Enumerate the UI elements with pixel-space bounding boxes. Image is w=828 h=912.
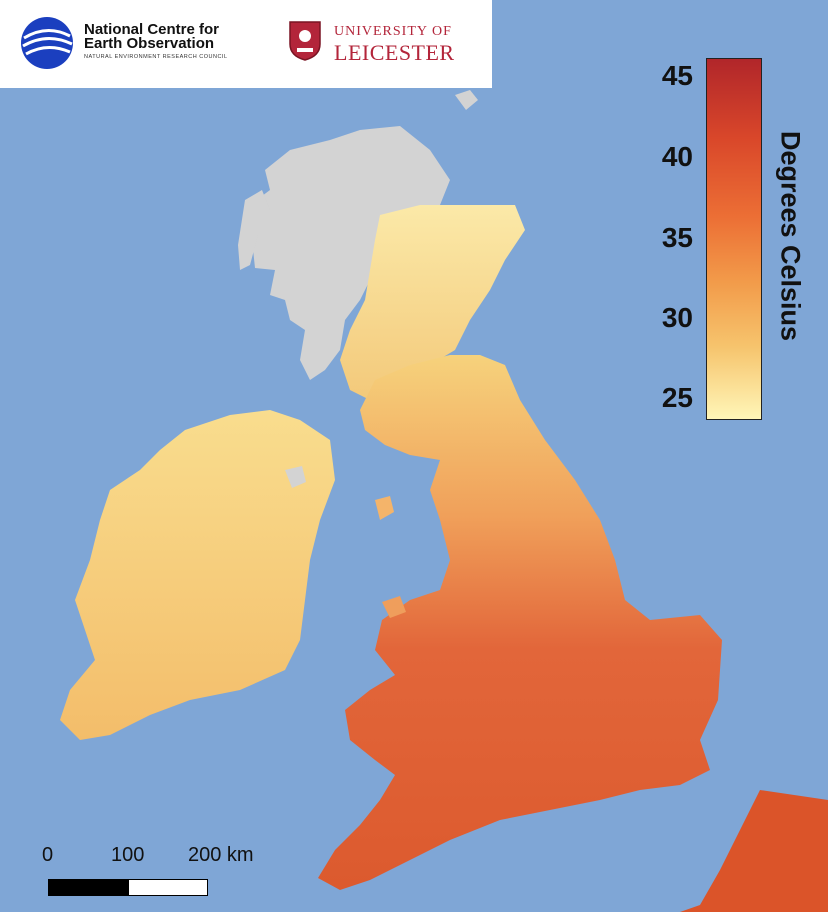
scotland-mainland — [340, 205, 525, 400]
lough-neagh — [285, 466, 306, 488]
globe-icon — [21, 17, 73, 69]
france-coast — [680, 790, 828, 912]
orkney-no-data — [455, 90, 478, 110]
scale-bar-segment-white — [128, 879, 208, 896]
scale-label-0: 0 — [42, 844, 54, 866]
logo-banner: National Centre for Earth Observation NA… — [0, 0, 492, 88]
uol-name-line1: UNIVERSITY OF — [334, 24, 452, 39]
anglesey — [382, 596, 406, 618]
nceo-name-line2: Earth Observation — [84, 35, 215, 52]
great-britain-england-wales — [318, 355, 722, 890]
legend-title: Degrees Celsius — [775, 130, 806, 342]
scotland-highlands-no-data — [250, 126, 450, 380]
scale-label-200km: 200 km — [188, 844, 254, 866]
nceo-name-line1: National Centre for — [84, 21, 220, 38]
uol-name-line2: LEICESTER — [334, 40, 455, 65]
nceo-subtitle: NATURAL ENVIRONMENT RESEARCH COUNCIL — [84, 54, 228, 60]
shield-icon — [289, 21, 321, 61]
outer-hebrides-no-data — [238, 190, 270, 270]
ireland — [60, 410, 335, 740]
scale-bar-segment-black — [48, 879, 130, 896]
nceo-logo: National Centre for Earth Observation NA… — [20, 14, 260, 72]
legend-tick-25: 25 — [661, 382, 693, 413]
legend-tick-35: 35 — [661, 222, 693, 253]
isle-of-man — [375, 496, 394, 520]
university-of-leicester-logo: UNIVERSITY OF LEICESTER — [288, 18, 478, 68]
scale-label-100: 100 — [111, 844, 145, 866]
legend-tick-40: 40 — [661, 141, 693, 172]
legend-tick-30: 30 — [661, 302, 693, 333]
temperature-legend-colorbar — [706, 58, 762, 420]
legend-tick-45: 45 — [661, 60, 693, 91]
